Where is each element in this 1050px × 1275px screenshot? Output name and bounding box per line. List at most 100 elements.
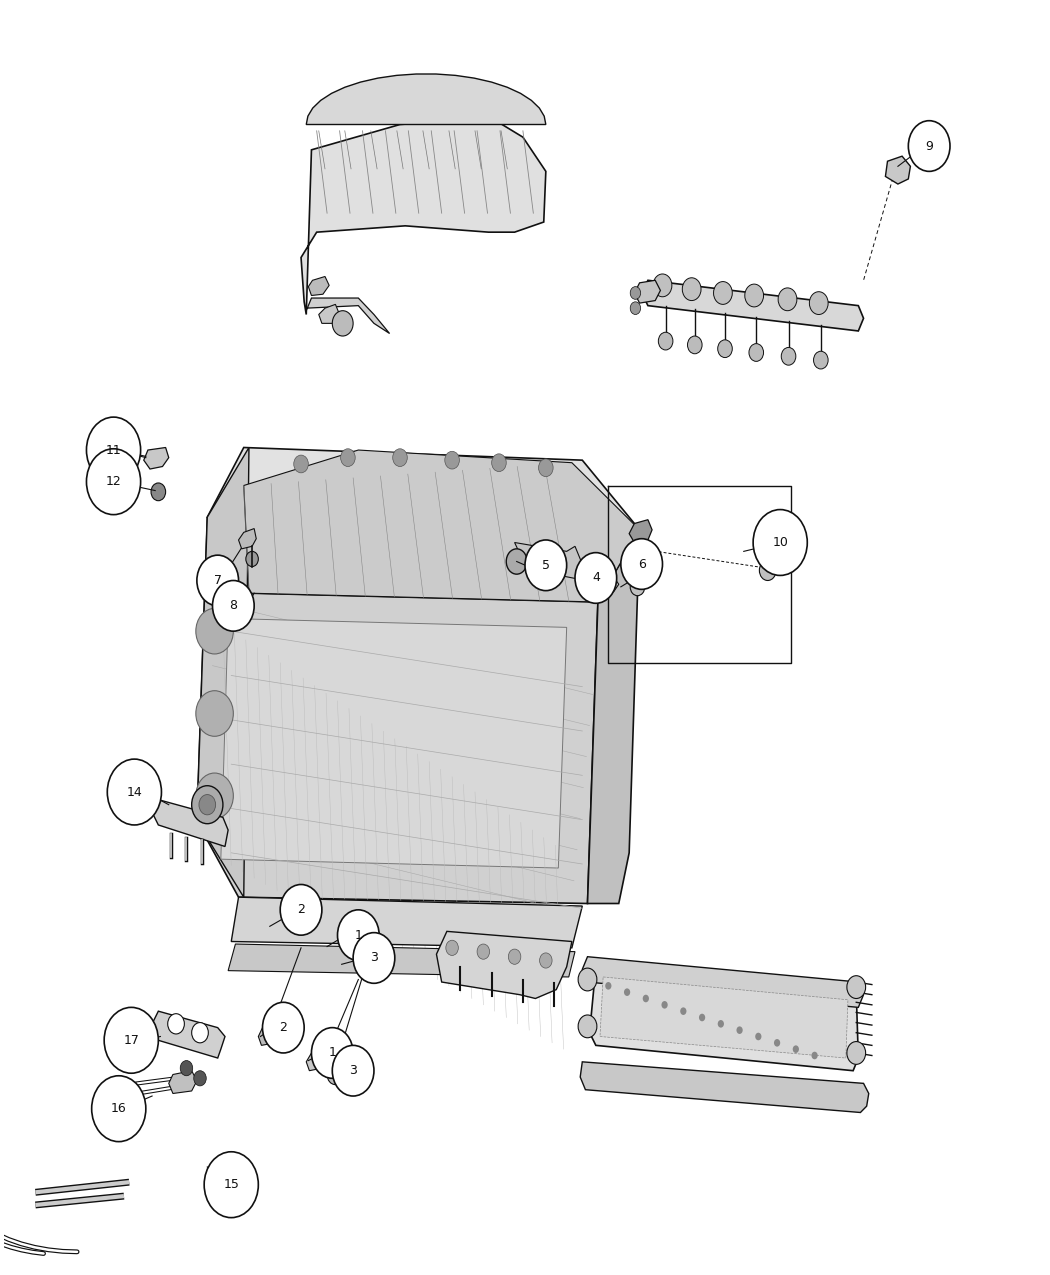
Circle shape bbox=[151, 483, 166, 501]
Polygon shape bbox=[228, 944, 575, 977]
Polygon shape bbox=[196, 518, 597, 904]
Polygon shape bbox=[634, 280, 660, 303]
Circle shape bbox=[196, 555, 238, 606]
Circle shape bbox=[579, 968, 596, 991]
Text: 1: 1 bbox=[329, 1047, 336, 1060]
Circle shape bbox=[312, 1028, 353, 1079]
Circle shape bbox=[332, 311, 353, 337]
Circle shape bbox=[575, 552, 616, 603]
Text: 2: 2 bbox=[279, 1021, 288, 1034]
Circle shape bbox=[196, 608, 233, 654]
Circle shape bbox=[198, 794, 215, 815]
Circle shape bbox=[718, 1020, 723, 1028]
Circle shape bbox=[579, 1015, 596, 1038]
Polygon shape bbox=[319, 305, 339, 324]
Circle shape bbox=[337, 910, 379, 960]
Circle shape bbox=[86, 417, 141, 483]
Polygon shape bbox=[583, 956, 863, 1007]
Circle shape bbox=[194, 1071, 206, 1086]
Circle shape bbox=[714, 282, 732, 305]
Polygon shape bbox=[514, 542, 583, 579]
Polygon shape bbox=[152, 1011, 225, 1058]
Polygon shape bbox=[600, 977, 848, 1058]
Circle shape bbox=[196, 691, 233, 736]
Circle shape bbox=[525, 541, 567, 590]
Text: 16: 16 bbox=[111, 1102, 127, 1116]
Text: 7: 7 bbox=[214, 574, 222, 586]
Circle shape bbox=[107, 759, 162, 825]
Circle shape bbox=[630, 287, 640, 300]
Circle shape bbox=[643, 994, 649, 1002]
Circle shape bbox=[353, 932, 395, 983]
Circle shape bbox=[699, 1014, 706, 1021]
Polygon shape bbox=[220, 618, 567, 868]
Circle shape bbox=[793, 1046, 799, 1053]
Circle shape bbox=[508, 949, 521, 964]
Circle shape bbox=[753, 510, 807, 575]
Circle shape bbox=[908, 121, 950, 171]
Polygon shape bbox=[231, 898, 583, 947]
Polygon shape bbox=[258, 1024, 281, 1046]
Circle shape bbox=[624, 988, 630, 996]
Polygon shape bbox=[597, 576, 618, 594]
Polygon shape bbox=[307, 1049, 329, 1071]
Polygon shape bbox=[437, 931, 572, 998]
Circle shape bbox=[662, 1001, 668, 1009]
Circle shape bbox=[540, 952, 552, 968]
Circle shape bbox=[781, 347, 796, 365]
Circle shape bbox=[759, 560, 776, 580]
Circle shape bbox=[212, 580, 254, 631]
Polygon shape bbox=[581, 1062, 868, 1113]
Polygon shape bbox=[642, 280, 863, 332]
Circle shape bbox=[262, 1002, 304, 1053]
Circle shape bbox=[280, 885, 322, 935]
Polygon shape bbox=[169, 1071, 196, 1094]
Text: 4: 4 bbox=[592, 571, 600, 584]
Circle shape bbox=[196, 773, 233, 819]
Circle shape bbox=[814, 351, 828, 368]
Polygon shape bbox=[238, 529, 256, 548]
Text: 5: 5 bbox=[542, 558, 550, 571]
Circle shape bbox=[539, 459, 553, 477]
Polygon shape bbox=[309, 277, 329, 296]
Polygon shape bbox=[207, 448, 639, 602]
Circle shape bbox=[774, 1039, 780, 1047]
Circle shape bbox=[812, 1052, 818, 1060]
Circle shape bbox=[621, 539, 663, 589]
Text: 3: 3 bbox=[370, 951, 378, 964]
Text: 6: 6 bbox=[637, 557, 646, 570]
Text: 3: 3 bbox=[350, 1065, 357, 1077]
Circle shape bbox=[749, 344, 763, 361]
Polygon shape bbox=[301, 119, 546, 315]
Circle shape bbox=[630, 578, 645, 595]
Text: 8: 8 bbox=[229, 599, 237, 612]
Text: 11: 11 bbox=[106, 444, 122, 456]
Polygon shape bbox=[590, 966, 858, 1071]
Circle shape bbox=[736, 1026, 742, 1034]
Text: 17: 17 bbox=[123, 1034, 140, 1047]
Polygon shape bbox=[307, 74, 546, 125]
Circle shape bbox=[477, 944, 489, 959]
Polygon shape bbox=[244, 450, 639, 602]
Polygon shape bbox=[144, 448, 169, 469]
Circle shape bbox=[91, 1076, 146, 1141]
Circle shape bbox=[630, 302, 640, 315]
Circle shape bbox=[718, 340, 732, 357]
Polygon shape bbox=[637, 558, 658, 580]
Circle shape bbox=[778, 288, 797, 311]
Circle shape bbox=[680, 1007, 687, 1015]
Circle shape bbox=[246, 551, 258, 566]
Polygon shape bbox=[196, 448, 249, 898]
Text: 12: 12 bbox=[106, 476, 122, 488]
Circle shape bbox=[445, 451, 459, 469]
Circle shape bbox=[605, 982, 611, 989]
Circle shape bbox=[653, 274, 672, 297]
Circle shape bbox=[104, 1007, 159, 1074]
Circle shape bbox=[192, 785, 223, 824]
Circle shape bbox=[491, 454, 506, 472]
Text: 1: 1 bbox=[355, 928, 362, 942]
Circle shape bbox=[181, 1061, 193, 1076]
Circle shape bbox=[847, 975, 865, 998]
Circle shape bbox=[658, 333, 673, 349]
Circle shape bbox=[294, 455, 309, 473]
